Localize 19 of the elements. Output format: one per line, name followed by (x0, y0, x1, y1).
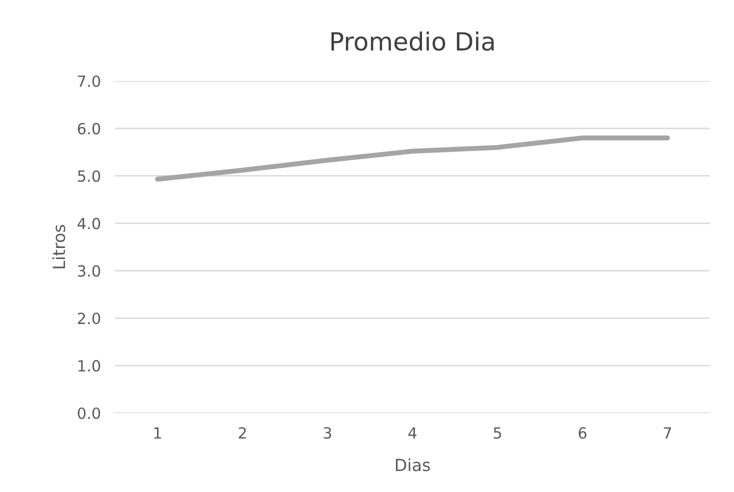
y-tick-label: 4.0 (78, 218, 100, 230)
x-tick-label: 7 (664, 427, 672, 438)
y-tick-label: 3.0 (78, 265, 100, 277)
line-series (155, 135, 670, 182)
x-tick-label: 2 (238, 427, 246, 438)
y-tick-label: 6.0 (78, 122, 100, 134)
y-tick-label: 5.0 (78, 170, 100, 182)
x-tick-label: 4 (408, 427, 417, 438)
x-axis-title: Dias (396, 458, 430, 472)
y-axis-title: Litros (52, 224, 66, 268)
y-tick-label: 1.0 (78, 360, 100, 372)
x-tick-label: 3 (324, 427, 332, 439)
x-tick-label: 5 (494, 427, 502, 439)
y-tick-label: 7.0 (78, 75, 100, 88)
y-tick-label: 2.0 (78, 312, 100, 324)
y-tick-label: 0.0 (78, 407, 100, 420)
chart-title: Promedio Dia (331, 31, 494, 51)
x-tick-label: 1 (154, 427, 161, 438)
x-tick-label: 6 (578, 427, 586, 439)
